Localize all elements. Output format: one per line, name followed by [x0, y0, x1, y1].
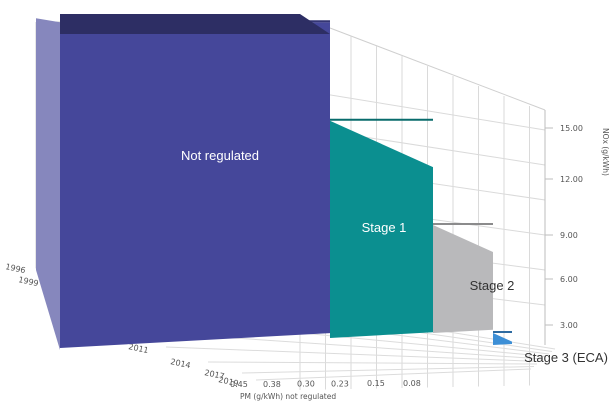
floor-grid-line — [241, 366, 535, 374]
grid-line-top — [329, 27, 546, 111]
chart-labels: Not regulated Stage 1 Stage 2 Stage 3 (ECA) — [181, 148, 608, 365]
y-tick-label: 3.00 — [560, 321, 578, 330]
bar-label: Stage 3 (ECA) — [524, 350, 608, 365]
y-tick-label: 6.00 — [560, 275, 578, 284]
y-tick-label: 12.00 — [560, 175, 583, 184]
bar-front-face — [493, 333, 512, 345]
pm-tick-label: 0.45 — [230, 380, 248, 389]
bar-top-edge — [493, 331, 512, 333]
bar-top-edge — [330, 118, 433, 121]
bar-top-edge — [433, 223, 493, 225]
chart-bars — [36, 14, 512, 350]
x-axis-title: PM (g/kWh) not regulated — [240, 392, 336, 401]
x-tick-label-year: 2014 — [170, 357, 192, 370]
floor-grid-line — [255, 368, 532, 381]
x-tick-label-year: 2019 — [218, 375, 240, 388]
bar-label: Not regulated — [181, 148, 259, 163]
bar-front-face — [330, 120, 433, 338]
bar-front-face — [60, 22, 330, 348]
floor-grid-line — [207, 361, 538, 365]
pm-tick-label: 0.15 — [367, 379, 385, 388]
pm-tick-label: 0.23 — [331, 379, 349, 388]
y-axis-title: NOx (g/kWh) — [601, 128, 610, 176]
x-tick-label-year: 2011 — [128, 342, 150, 355]
x-tick-label-year: 1999 — [18, 275, 40, 288]
pm-tick-label: 0.38 — [263, 380, 281, 389]
x-tick-label-year: 2017 — [204, 368, 226, 381]
x-tick-label-year: 1996 — [5, 262, 27, 275]
y-tick-label: 9.00 — [560, 231, 578, 240]
pm-tick-label: 0.08 — [403, 379, 421, 388]
floor-grid-line — [165, 346, 541, 362]
bar-side-face — [36, 18, 60, 350]
grid-line-horizontal — [299, 89, 546, 131]
bar-label: Stage 1 — [362, 220, 407, 235]
bar-label: Stage 2 — [470, 278, 515, 293]
bar-top-face — [60, 14, 330, 34]
y-tick-label: 15.00 — [560, 124, 583, 133]
bar-front-face — [433, 225, 493, 333]
pm-tick-label: 0.30 — [297, 380, 315, 389]
